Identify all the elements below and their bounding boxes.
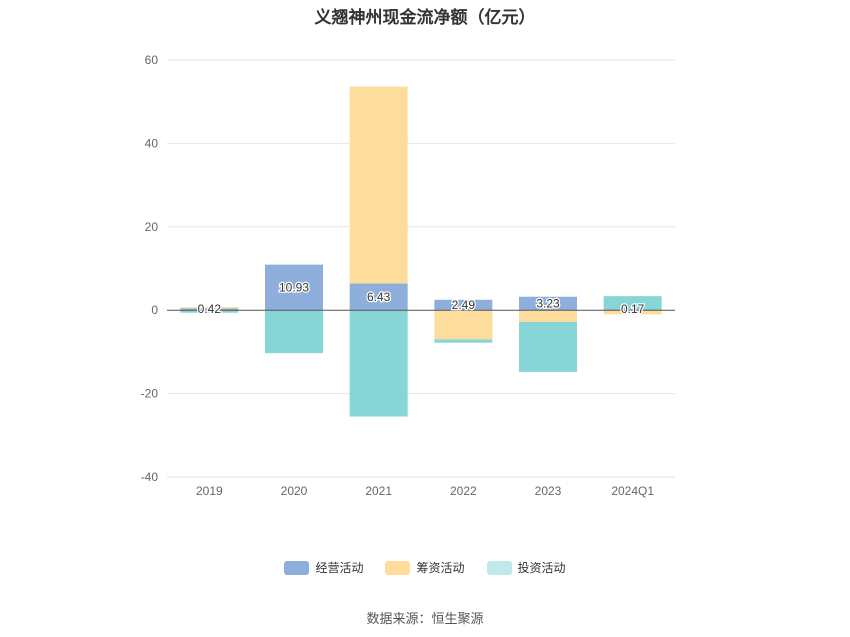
legend-item-investing[interactable]: 投资活动: [486, 559, 566, 576]
bar-investing: [180, 310, 239, 313]
legend-item-operating[interactable]: 经营活动: [284, 559, 363, 576]
legend-label-operating: 经营活动: [315, 561, 364, 575]
legend-swatch-investing: [486, 560, 512, 575]
y-tick-label: 20: [145, 220, 159, 234]
data-label: 0.17: [621, 302, 645, 316]
x-tick-label: 2022: [450, 484, 477, 498]
bar-operating: [519, 296, 577, 311]
y-tick-label: -20: [141, 387, 159, 401]
y-tick-label: 40: [145, 136, 159, 150]
bar-financing: [349, 86, 408, 284]
bar-investing: [603, 296, 662, 310]
y-tick-label: 0: [151, 303, 158, 317]
y-tick-label: -40: [141, 470, 159, 484]
data-label: 3.23: [536, 296, 560, 310]
bar-investing: [349, 310, 408, 417]
x-tick-label: 2020: [281, 484, 308, 498]
chart-legend: 经营活动 筹资活动 投资活动: [0, 559, 850, 576]
bar-operating: [434, 299, 493, 311]
legend-label-financing: 筹资活动: [416, 561, 465, 575]
bar-investing: [265, 310, 323, 354]
legend-label-investing: 投资活动: [517, 561, 566, 575]
bar-financing: [434, 310, 493, 340]
x-tick-label: 2024Q1: [611, 484, 654, 498]
bar-operating: [180, 308, 239, 311]
bar-investing: [519, 321, 577, 372]
legend-swatch-financing: [385, 560, 411, 575]
x-tick-label: 2023: [535, 484, 562, 498]
data-label: 0.42: [198, 302, 222, 316]
bar-investing: [434, 339, 493, 343]
bar-financing: [603, 310, 662, 315]
bar-financing: [519, 310, 577, 322]
legend-swatch-operating: [284, 560, 310, 575]
data-label: 6.43: [367, 290, 391, 304]
chart-title: 义翘神州现金流净额（亿元）: [314, 8, 536, 27]
bar-financing: [180, 307, 239, 309]
bar-operating: [265, 264, 323, 311]
x-tick-label: 2021: [365, 484, 392, 498]
data-label: 2.49: [452, 298, 476, 312]
y-tick-label: 60: [145, 53, 159, 67]
source-note: 数据来源：恒生聚源: [366, 611, 484, 626]
bar-operating: [349, 283, 408, 311]
data-label: 10.93: [279, 280, 309, 294]
legend-item-financing[interactable]: 筹资活动: [385, 559, 465, 576]
x-tick-label: 2019: [196, 484, 223, 498]
